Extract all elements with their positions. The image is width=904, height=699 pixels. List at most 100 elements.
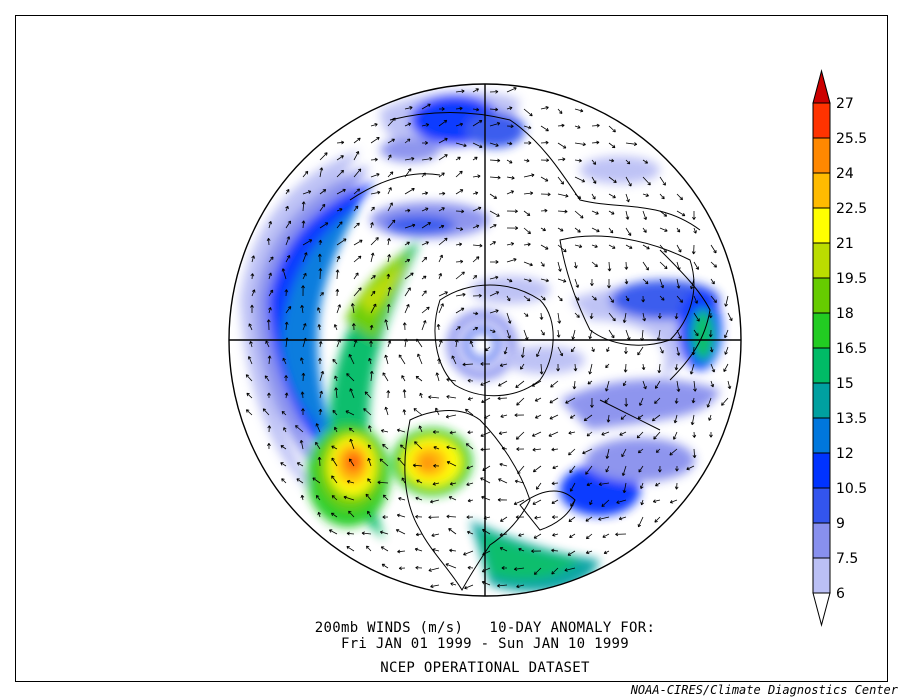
wind-arrow bbox=[489, 107, 499, 112]
wind-arrow bbox=[367, 478, 372, 484]
wind-arrow bbox=[514, 413, 525, 418]
wind-arrow bbox=[615, 532, 627, 537]
wind-arrow bbox=[655, 448, 661, 453]
wind-arrow bbox=[501, 446, 508, 451]
wind-arrow bbox=[727, 380, 732, 390]
map-title-line1: 200mb WINDS (m/s) 10-DAY ANOMALY FOR: bbox=[314, 620, 656, 636]
wind-arrow bbox=[377, 480, 389, 485]
wind-arrow bbox=[318, 268, 323, 280]
wind-arrow bbox=[300, 391, 305, 399]
wind-arrow bbox=[607, 279, 611, 289]
wind-arrow bbox=[346, 373, 355, 382]
wind-arrow bbox=[280, 462, 287, 467]
wind-arrow bbox=[268, 272, 272, 280]
wind-arrow bbox=[691, 244, 696, 255]
wind-arrow bbox=[421, 256, 428, 263]
wind-arrow bbox=[523, 158, 530, 163]
wind-arrow bbox=[659, 295, 665, 301]
wind-arrow bbox=[533, 533, 542, 539]
wind-arrow bbox=[285, 189, 290, 195]
wind-arrow bbox=[641, 295, 646, 303]
wind-arrow bbox=[506, 190, 515, 195]
wind-arrow bbox=[397, 549, 406, 554]
wind-arrow bbox=[499, 532, 508, 537]
wind-arrow bbox=[446, 395, 457, 399]
wind-arrow bbox=[674, 397, 679, 404]
wind-arrow bbox=[433, 463, 440, 468]
wind-arrow bbox=[506, 106, 513, 110]
wind-arrow bbox=[574, 125, 581, 129]
wind-arrow bbox=[428, 395, 440, 400]
wind-arrow bbox=[472, 224, 480, 229]
wind-arrow bbox=[301, 408, 305, 415]
wind-arrow bbox=[616, 499, 627, 504]
wind-arrow bbox=[506, 312, 512, 324]
colorbar-tick-label: 6 bbox=[836, 586, 845, 602]
wind-arrow bbox=[334, 375, 338, 382]
wind-arrow bbox=[623, 363, 628, 373]
wind-arrow bbox=[708, 414, 712, 421]
wind-arrow bbox=[248, 323, 253, 331]
wind-arrow bbox=[268, 221, 273, 229]
wind-arrow bbox=[387, 340, 392, 348]
wind-arrow bbox=[387, 219, 396, 229]
wind-arrow bbox=[605, 380, 610, 392]
wind-arrow bbox=[353, 205, 359, 212]
wind-arrow bbox=[686, 465, 695, 471]
wind-arrow bbox=[370, 290, 376, 297]
wind-arrow bbox=[489, 89, 499, 94]
wind-arrow bbox=[489, 175, 501, 180]
wind-arrow bbox=[414, 547, 423, 552]
wind-arrow bbox=[625, 193, 630, 203]
wind-arrow bbox=[534, 515, 542, 520]
wind-arrow bbox=[379, 530, 389, 535]
wind-arrow bbox=[402, 409, 407, 416]
wind-arrow bbox=[540, 176, 549, 182]
wind-arrow bbox=[438, 254, 443, 263]
wind-arrow bbox=[567, 550, 576, 556]
wind-arrow bbox=[296, 478, 304, 484]
wind-arrow bbox=[266, 237, 271, 246]
wind-arrow bbox=[446, 514, 457, 519]
wind-arrow bbox=[446, 460, 457, 467]
wind-arrow bbox=[604, 397, 610, 404]
wind-arrow bbox=[640, 482, 644, 490]
wind-arrow bbox=[448, 496, 457, 501]
wind-arrow bbox=[574, 158, 582, 163]
wind-arrow bbox=[523, 227, 531, 235]
wind-arrow bbox=[301, 285, 305, 297]
wind-arrow bbox=[622, 312, 627, 323]
colorbar-swatch bbox=[812, 102, 831, 139]
wind-arrow bbox=[421, 306, 430, 314]
wind-arrow bbox=[550, 380, 559, 388]
wind-arrow bbox=[301, 201, 306, 212]
wind-arrow bbox=[523, 173, 535, 178]
wind-arrow bbox=[506, 124, 514, 129]
colorbar-tick-label: 27 bbox=[836, 96, 854, 112]
wind-arrow bbox=[608, 244, 616, 249]
wind-arrow bbox=[532, 465, 542, 473]
wind-arrow bbox=[281, 478, 287, 484]
wind-arrow bbox=[625, 210, 630, 220]
wind-arrow bbox=[343, 495, 355, 501]
wind-arrow bbox=[317, 511, 322, 518]
wind-arrow bbox=[659, 227, 668, 232]
wind-arrow bbox=[506, 278, 513, 283]
colorbar-swatch bbox=[812, 242, 831, 279]
wind-arrow bbox=[708, 329, 713, 338]
wind-arrow bbox=[606, 346, 610, 353]
wind-arrow bbox=[415, 514, 423, 519]
wind-arrow bbox=[605, 363, 610, 369]
wind-arrow bbox=[552, 465, 559, 470]
wind-arrow bbox=[386, 390, 391, 399]
wind-arrow bbox=[625, 227, 632, 236]
wind-arrow bbox=[435, 372, 440, 382]
wind-arrow bbox=[651, 414, 661, 422]
wind-arrow bbox=[721, 397, 729, 406]
colorbar-swatch bbox=[812, 452, 831, 489]
wind-arrow bbox=[283, 427, 287, 433]
wind-arrow bbox=[727, 312, 733, 322]
wind-arrow bbox=[606, 414, 611, 423]
wind-arrow bbox=[520, 363, 525, 370]
wind-arrow bbox=[675, 465, 679, 472]
